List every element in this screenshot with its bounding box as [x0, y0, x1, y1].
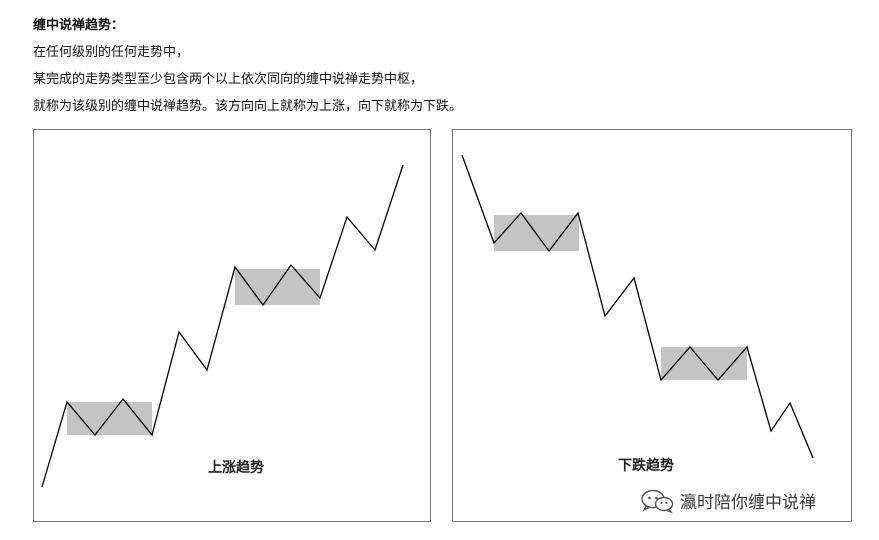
watermark: 瀛时陪你缠中说禅 [640, 488, 816, 513]
intro-text: 缠中说禅趋势： 在任何级别的任何走势中， 某完成的走势类型至少包含两个以上依次同… [33, 12, 462, 120]
downtrend-diagram [461, 154, 814, 459]
intro-line-2: 某完成的走势类型至少包含两个以上依次同向的缠中说禅走势中枢， [33, 72, 424, 87]
uptrend-diagram [41, 164, 404, 488]
pivot-zone-upper [235, 269, 320, 305]
downtrend-caption: 下跌趋势 [618, 458, 674, 474]
watermark-text: 瀛时陪你缠中说禅 [680, 493, 816, 513]
uptrend-caption: 上涨趋势 [208, 460, 264, 476]
intro-heading: 缠中说禅趋势： [33, 18, 125, 33]
uptrend-panel: 上涨趋势 [33, 129, 431, 522]
downtrend-line [461, 154, 814, 459]
downtrend-panel: 下跌趋势 [452, 129, 852, 522]
intro-line-1: 在任何级别的任何走势中， [33, 45, 190, 60]
intro-line-3: 就称为该级别的缠中说禅趋势。该方向向上就称为上涨，向下就称为下跌。 [33, 99, 463, 114]
uptrend-line [41, 164, 404, 488]
wechat-logo-icon [641, 489, 674, 513]
